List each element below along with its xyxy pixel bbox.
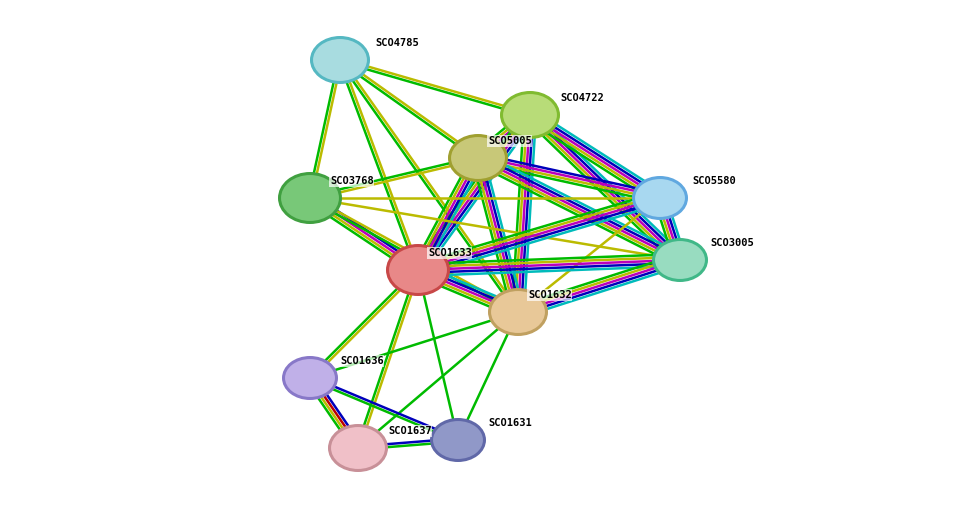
Ellipse shape (450, 136, 506, 180)
Text: SCO5005: SCO5005 (488, 136, 531, 146)
Text: SCO5580: SCO5580 (692, 176, 736, 186)
Text: SCO1636: SCO1636 (340, 356, 384, 366)
Ellipse shape (654, 240, 706, 280)
Ellipse shape (330, 426, 386, 470)
Ellipse shape (488, 288, 548, 336)
Ellipse shape (500, 91, 560, 139)
Ellipse shape (502, 93, 558, 137)
Ellipse shape (652, 238, 708, 282)
Ellipse shape (310, 36, 370, 84)
Ellipse shape (634, 178, 686, 218)
Ellipse shape (280, 174, 340, 222)
Text: SCO4722: SCO4722 (560, 93, 604, 103)
Ellipse shape (388, 246, 448, 294)
Ellipse shape (284, 358, 336, 398)
Ellipse shape (432, 420, 484, 460)
Ellipse shape (386, 244, 450, 296)
Ellipse shape (490, 290, 546, 334)
Ellipse shape (328, 424, 388, 472)
Text: SCO3005: SCO3005 (710, 238, 754, 248)
Text: SCO1633: SCO1633 (428, 248, 472, 258)
Ellipse shape (282, 356, 338, 400)
Ellipse shape (278, 172, 342, 224)
Ellipse shape (312, 38, 368, 82)
Text: SCO3768: SCO3768 (330, 176, 373, 186)
Text: SCO1637: SCO1637 (388, 426, 432, 436)
Ellipse shape (632, 176, 688, 220)
Text: SCO4785: SCO4785 (375, 38, 418, 48)
Ellipse shape (430, 418, 486, 462)
Ellipse shape (448, 134, 508, 182)
Text: SCO1631: SCO1631 (488, 418, 531, 428)
Text: SCO1632: SCO1632 (528, 290, 571, 300)
